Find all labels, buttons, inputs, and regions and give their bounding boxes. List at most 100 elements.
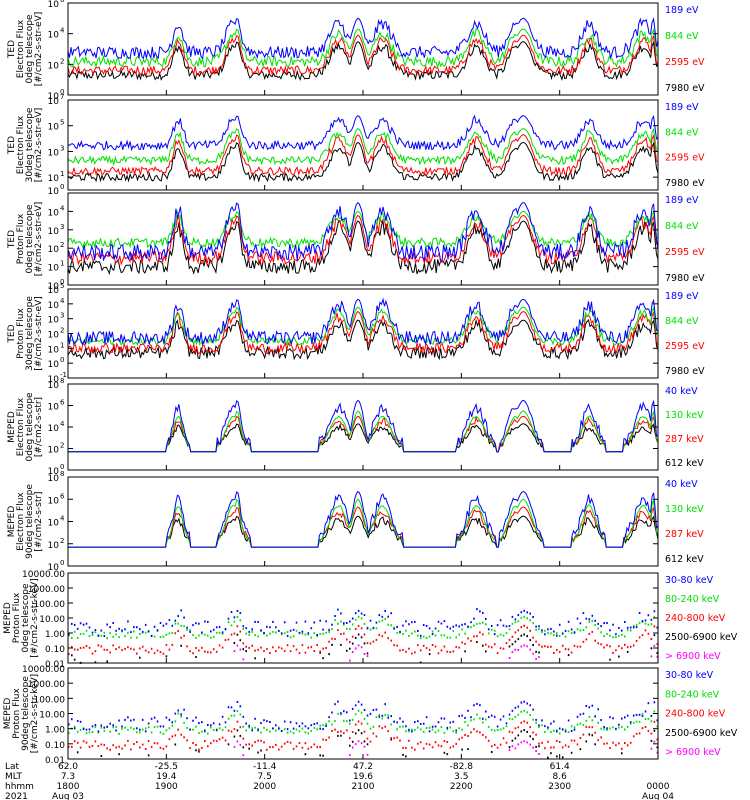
data-point xyxy=(591,620,594,623)
data-point xyxy=(573,644,576,647)
data-point xyxy=(162,624,165,627)
data-point xyxy=(147,630,150,633)
data-point xyxy=(402,753,404,756)
data-point xyxy=(183,708,185,711)
data-point xyxy=(570,729,573,732)
data-point xyxy=(470,626,472,629)
data-point xyxy=(68,633,70,636)
data-point xyxy=(511,651,514,654)
data-point xyxy=(212,722,215,725)
data-point xyxy=(467,724,469,727)
data-point xyxy=(482,612,484,614)
data-point xyxy=(390,715,392,718)
data-point xyxy=(476,641,478,643)
data-point xyxy=(600,727,602,730)
y-axis-label: Electron Flux xyxy=(16,115,26,174)
data-point xyxy=(576,743,579,746)
data-point xyxy=(210,636,212,639)
data-point xyxy=(570,628,573,631)
data-point xyxy=(564,629,567,632)
data-point xyxy=(112,744,114,747)
data-point xyxy=(585,638,588,641)
data-point xyxy=(313,743,316,746)
data-point xyxy=(174,632,177,635)
data-point xyxy=(204,650,206,653)
y-tick-exponent: 2 xyxy=(60,537,64,545)
data-point xyxy=(112,635,114,638)
data-point xyxy=(411,652,413,655)
data-point xyxy=(632,644,635,647)
data-point xyxy=(422,722,425,725)
data-point xyxy=(632,626,635,629)
data-point xyxy=(372,709,375,712)
data-point xyxy=(289,636,292,639)
data-point xyxy=(618,742,620,745)
data-point xyxy=(656,652,659,654)
data-point xyxy=(493,743,496,746)
data-point xyxy=(387,716,389,719)
data-point xyxy=(266,647,268,650)
data-point xyxy=(535,745,537,748)
data-point xyxy=(269,626,271,629)
data-point xyxy=(360,646,363,649)
data-point xyxy=(325,647,327,649)
data-point xyxy=(310,724,313,727)
legend-entry: 80-240 keV xyxy=(665,594,720,605)
data-point xyxy=(576,723,579,726)
data-point xyxy=(85,728,88,731)
data-point xyxy=(396,728,398,731)
series-points--6900-kev xyxy=(233,740,659,757)
data-point xyxy=(162,732,165,735)
data-point xyxy=(94,740,97,743)
data-point xyxy=(227,638,230,641)
data-point xyxy=(168,619,171,622)
data-point xyxy=(624,742,626,744)
y-tick-label: 10 xyxy=(48,148,60,158)
y-tick-exponent: 6 xyxy=(60,492,65,500)
legend-entry: 2595 eV xyxy=(665,57,705,68)
data-point xyxy=(106,637,108,640)
data-point xyxy=(514,706,517,709)
y-tick-exponent: 2 xyxy=(60,327,64,335)
data-point xyxy=(452,650,455,653)
data-point xyxy=(502,647,505,650)
data-point xyxy=(476,702,478,705)
data-point xyxy=(280,730,283,732)
y-tick-label: 10 xyxy=(48,264,60,274)
data-point xyxy=(100,645,103,648)
data-point xyxy=(171,724,174,727)
data-point xyxy=(490,728,493,731)
data-point xyxy=(419,723,422,725)
data-point xyxy=(100,724,103,727)
data-point xyxy=(212,648,215,651)
data-point xyxy=(396,626,398,628)
data-point xyxy=(425,727,428,729)
data-point xyxy=(514,727,517,730)
data-point xyxy=(257,635,259,638)
data-point xyxy=(390,738,392,741)
data-point xyxy=(334,619,336,622)
data-point xyxy=(189,728,191,731)
data-point xyxy=(411,632,413,635)
data-point xyxy=(236,720,239,723)
data-point xyxy=(115,648,117,651)
data-point xyxy=(201,646,203,649)
data-point xyxy=(340,633,342,635)
data-point xyxy=(553,720,555,723)
data-point xyxy=(94,726,97,729)
data-point xyxy=(378,614,381,617)
data-point xyxy=(526,711,528,714)
data-point xyxy=(121,725,123,728)
data-point xyxy=(606,644,608,647)
data-point xyxy=(351,651,354,653)
data-point xyxy=(523,700,525,703)
data-point xyxy=(476,713,478,716)
data-point xyxy=(127,728,129,731)
y-tick-label: 10 xyxy=(48,208,60,218)
data-point xyxy=(204,728,206,731)
data-point xyxy=(606,727,608,730)
data-point xyxy=(349,620,351,623)
data-point xyxy=(535,658,537,660)
data-point xyxy=(363,633,366,636)
